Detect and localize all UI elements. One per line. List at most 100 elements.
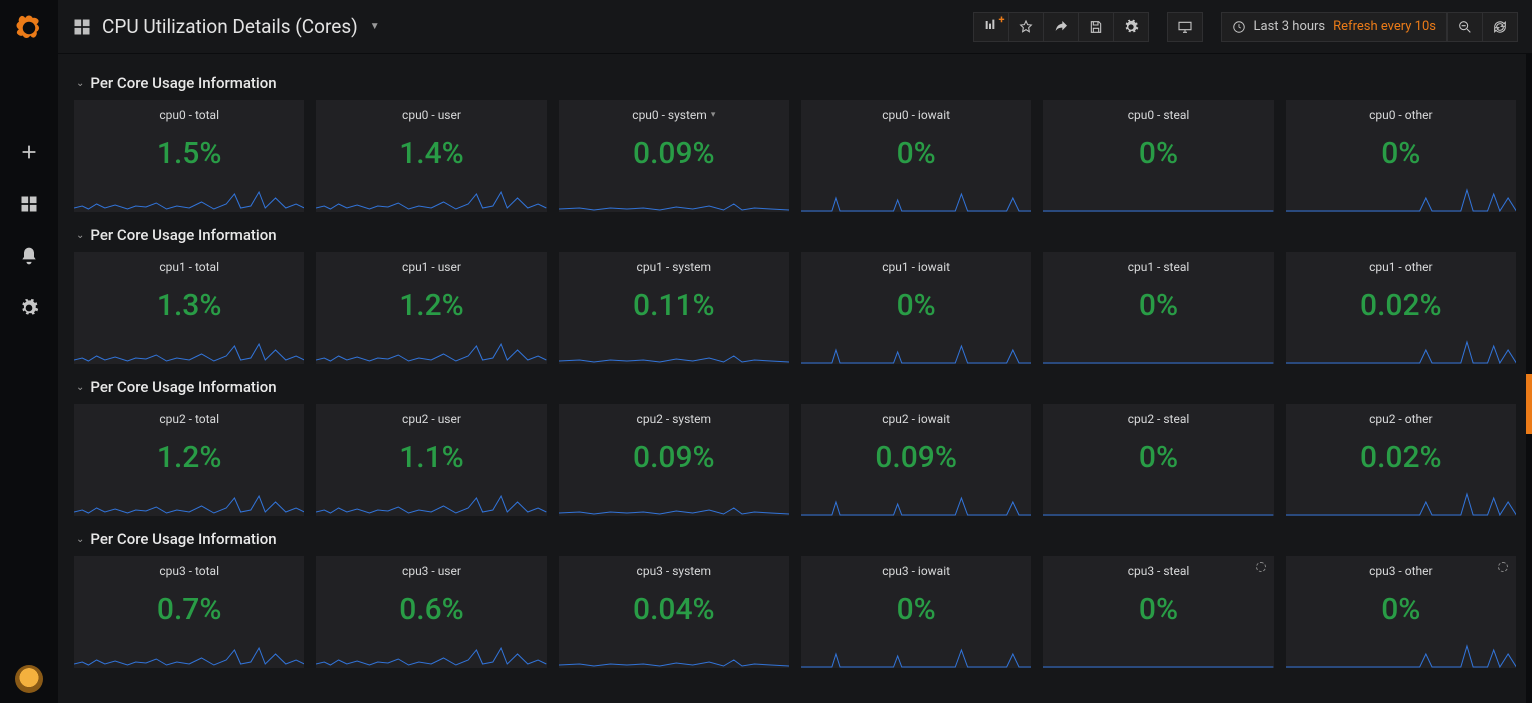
singlestat-panel[interactable]: cpu3 - user0.6% — [316, 556, 546, 668]
singlestat-panel[interactable]: cpu3 - other 0% — [1286, 556, 1516, 668]
singlestat-panel[interactable]: cpu1 - total 1.3% — [74, 252, 304, 364]
singlestat-panel[interactable]: cpu0 - other 0% — [1286, 100, 1516, 212]
singlestat-panel[interactable]: cpu0 - user 1.4% — [316, 100, 546, 212]
singlestat-panel[interactable]: cpu1 - system 0.11% — [559, 252, 789, 364]
sparkline — [559, 184, 789, 212]
sparkline — [559, 640, 789, 668]
singlestat-panel[interactable]: cpu0 - steal0% — [1043, 100, 1273, 212]
singlestat-panel[interactable]: cpu2 - iowait0.09% — [801, 404, 1031, 516]
settings-button[interactable] — [1113, 12, 1149, 42]
scrollbar-thumb[interactable] — [1526, 374, 1532, 434]
panel-title[interactable]: cpu2 - other — [1369, 404, 1432, 426]
refresh-button[interactable] — [1482, 12, 1518, 42]
panel-value: 0% — [1381, 592, 1420, 627]
row-header[interactable]: ⌄Per Core Usage Information — [74, 60, 1516, 100]
panel-row: cpu1 - total1.3%cpu1 - user1.2%cpu1 - sy… — [74, 252, 1516, 364]
panel-title[interactable]: cpu0 - total — [159, 100, 219, 122]
panel-title[interactable]: cpu0 - user — [402, 100, 461, 122]
row-header[interactable]: ⌄Per Core Usage Information — [74, 212, 1516, 252]
singlestat-panel[interactable]: cpu2 - system 0.09% — [559, 404, 789, 516]
panel-row: cpu0 - total1.5% cpu0 - user 1.4% cpu0 - sy… — [74, 100, 1516, 212]
panel-value: 1.1% — [399, 440, 464, 475]
panel-value: 0.09% — [633, 440, 715, 475]
singlestat-panel[interactable]: cpu3 - iowait0% — [801, 556, 1031, 668]
star-button[interactable] — [1008, 12, 1044, 42]
sparkline — [74, 640, 304, 668]
dashboard-body: ⌄Per Core Usage Informationcpu0 - total1… — [58, 54, 1532, 703]
panel-title[interactable]: cpu2 - iowait — [882, 404, 950, 426]
panel-value: 0.02% — [1360, 440, 1442, 475]
configuration-icon[interactable] — [17, 296, 41, 320]
dashboard-title-dropdown[interactable]: CPU Utilization Details (Cores) ▼ — [72, 15, 380, 38]
singlestat-panel[interactable]: cpu2 - total1.2% — [74, 404, 304, 516]
panel-title[interactable]: cpu3 - system — [637, 556, 712, 578]
time-range-picker[interactable]: Last 3 hours Refresh every 10s — [1221, 12, 1448, 42]
sparkline — [316, 184, 546, 212]
cycle-view-button[interactable] — [1167, 12, 1203, 42]
panel-title[interactable]: cpu2 - user — [402, 404, 461, 426]
panel-value: 0% — [1139, 440, 1178, 475]
singlestat-panel[interactable]: cpu0 - total1.5% — [74, 100, 304, 212]
panel-title[interactable]: cpu1 - steal — [1128, 252, 1190, 274]
singlestat-panel[interactable]: cpu3 - steal0% — [1043, 556, 1273, 668]
panel-row: cpu2 - total1.2% cpu2 - user 1.1% cpu2 - sy… — [74, 404, 1516, 516]
singlestat-panel[interactable]: cpu2 - steal 0% — [1043, 404, 1273, 516]
singlestat-panel[interactable]: cpu2 - user 1.1% — [316, 404, 546, 516]
singlestat-panel[interactable]: cpu2 - other 0.02% — [1286, 404, 1516, 516]
panel-title[interactable]: cpu0 - iowait — [882, 100, 950, 122]
user-avatar[interactable] — [15, 665, 43, 693]
gear-icon — [1123, 19, 1139, 35]
singlestat-panel[interactable]: cpu1 - steal0% — [1043, 252, 1273, 364]
zoom-out-button[interactable] — [1447, 12, 1483, 42]
chevron-down-icon: ⌄ — [76, 230, 84, 241]
panel-title[interactable]: cpu1 - other — [1369, 252, 1432, 274]
panel-title[interactable]: cpu0 - system ▾ — [632, 100, 715, 122]
monitor-icon — [1177, 19, 1193, 35]
alerting-icon[interactable] — [17, 244, 41, 268]
singlestat-panel[interactable]: cpu1 - user1.2% — [316, 252, 546, 364]
chevron-down-icon: ▼ — [370, 21, 380, 32]
panel-value: 0% — [1381, 136, 1420, 171]
panel-title[interactable]: cpu1 - user — [402, 252, 461, 274]
singlestat-panel[interactable]: cpu1 - iowait0% — [801, 252, 1031, 364]
panel-value: 0.11% — [633, 288, 715, 323]
add-panel-button[interactable]: + — [973, 12, 1009, 42]
singlestat-panel[interactable]: cpu3 - total 0.7% — [74, 556, 304, 668]
panel-title[interactable]: cpu1 - total — [159, 252, 219, 274]
panel-title[interactable]: cpu0 - other — [1369, 100, 1432, 122]
refresh-icon — [1492, 19, 1508, 35]
save-icon — [1088, 19, 1104, 35]
panel-value: 0.02% — [1360, 288, 1442, 323]
row-header[interactable]: ⌄Per Core Usage Information — [74, 516, 1516, 556]
singlestat-panel[interactable]: cpu3 - system0.04% — [559, 556, 789, 668]
panel-value: 1.4% — [399, 136, 464, 171]
dashboards-icon[interactable] — [17, 192, 41, 216]
panel-title[interactable]: cpu3 - user — [402, 556, 461, 578]
panel-title[interactable]: cpu2 - total — [159, 404, 219, 426]
panel-title[interactable]: cpu1 - iowait — [882, 252, 950, 274]
panel-title[interactable]: cpu3 - iowait — [882, 556, 950, 578]
singlestat-panel[interactable]: cpu0 - iowait0% — [801, 100, 1031, 212]
panel-value: 1.3% — [157, 288, 222, 323]
scrollbar-track[interactable] — [1526, 54, 1532, 703]
row-title: Per Core Usage Information — [90, 378, 276, 396]
row-header[interactable]: ⌄Per Core Usage Information — [74, 364, 1516, 404]
panel-title[interactable]: cpu0 - steal — [1128, 100, 1190, 122]
panel-title[interactable]: cpu2 - steal — [1128, 404, 1190, 426]
save-button[interactable] — [1078, 12, 1114, 42]
sparkline — [74, 488, 304, 516]
grafana-logo-icon[interactable] — [13, 12, 45, 44]
panel-title[interactable]: cpu1 - system — [637, 252, 712, 274]
sparkline — [559, 336, 789, 364]
share-button[interactable] — [1043, 12, 1079, 42]
panel-value: 0.7% — [157, 592, 222, 627]
panel-title[interactable]: cpu3 - total — [159, 556, 219, 578]
singlestat-panel[interactable]: cpu1 - other 0.02% — [1286, 252, 1516, 364]
panel-title[interactable]: cpu3 - other — [1369, 556, 1432, 578]
panel-title[interactable]: cpu2 - system — [637, 404, 712, 426]
create-icon[interactable] — [17, 140, 41, 164]
singlestat-panel[interactable]: cpu0 - system ▾0.09% — [559, 100, 789, 212]
sparkline — [1043, 640, 1273, 668]
sparkline — [316, 488, 546, 516]
panel-title[interactable]: cpu3 - steal — [1128, 556, 1190, 578]
